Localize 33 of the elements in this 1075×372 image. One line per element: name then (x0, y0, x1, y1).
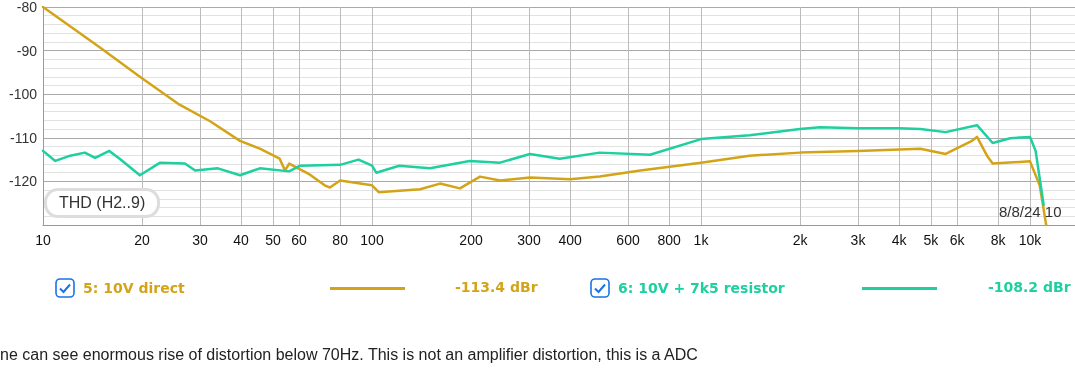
x-tick-label: 20 (134, 232, 151, 248)
x-tick-label: 6k (949, 232, 966, 248)
annotation: 8/8/24 10 (999, 203, 1062, 220)
x-tick-label: 8k (990, 232, 1007, 248)
text: 6: 10V + 7k5 resistor (618, 280, 785, 296)
text: -113.4 dBr (455, 279, 538, 295)
text: ne can see enormous rise of distortion below 70Hz. This is not an amplifier distortion, this is a ADC (0, 346, 698, 364)
x-tick-label: 3k (850, 232, 867, 248)
x-tick-label: 200 (459, 232, 483, 248)
y-tick-label: -120 (8, 173, 38, 190)
x-tick-label: 100 (360, 232, 384, 248)
y-tick-label: -100 (8, 86, 38, 103)
x-tick-label: 800 (657, 232, 682, 248)
x-tick-label: 40 (233, 232, 250, 248)
x-tick-label: 400 (558, 232, 582, 248)
annotation: THD (H2..9) (44, 188, 161, 218)
x-tick-label: 60 (291, 232, 308, 248)
x-tick-label: 4k (891, 232, 908, 248)
y-tick-label: -110 (10, 129, 38, 146)
x-tick-label: 300 (517, 232, 541, 248)
x-tick-label: 10k (1018, 232, 1043, 248)
x-tick-label: 50 (265, 232, 281, 248)
x-tick-label: 2k (792, 232, 809, 248)
x-tick-label: 80 (332, 232, 349, 248)
x-tick-label: 1k (693, 232, 710, 248)
x-tick-label: 10 (35, 232, 51, 248)
text: -108.2 dBr (988, 279, 1071, 295)
x-tick-label: 5k (923, 232, 940, 248)
x-tick-label: 600 (616, 232, 640, 248)
x-tick-label: 30 (192, 232, 208, 248)
y-tick-label: -80 (16, 0, 38, 15)
y-tick-label: -90 (16, 42, 38, 59)
text: 5: 10V direct (83, 280, 185, 296)
